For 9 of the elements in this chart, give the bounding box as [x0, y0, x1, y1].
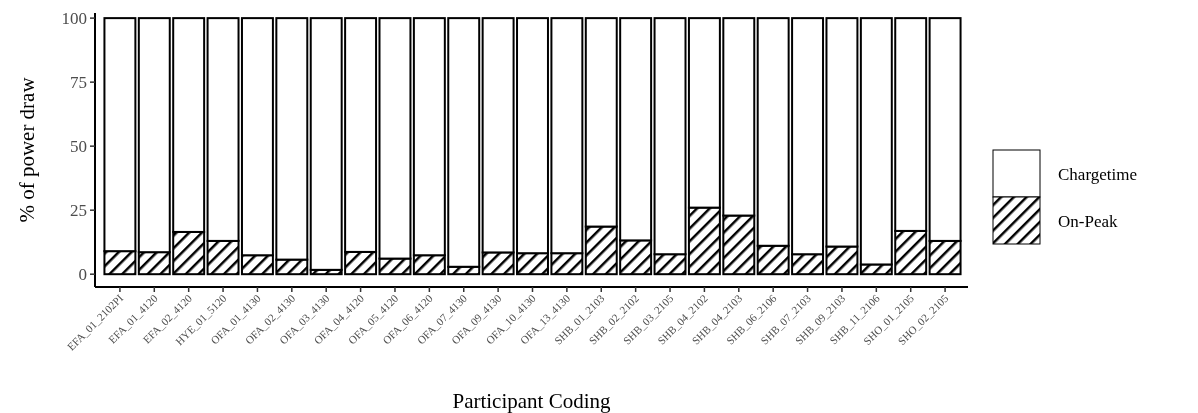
y-tick-label: 0 — [78, 265, 87, 285]
y-tick-label: 25 — [70, 201, 87, 221]
text: On-Peak — [1058, 211, 1118, 231]
x-axis-title: Participant Coding — [452, 389, 612, 413]
y-tick-label: 100 — [61, 9, 87, 29]
y-tick-label: 50 — [70, 137, 87, 157]
y-axis-title: % of power draw — [15, 76, 39, 223]
text: Chargetime — [1058, 164, 1137, 184]
y-tick-label: 75 — [70, 73, 87, 93]
